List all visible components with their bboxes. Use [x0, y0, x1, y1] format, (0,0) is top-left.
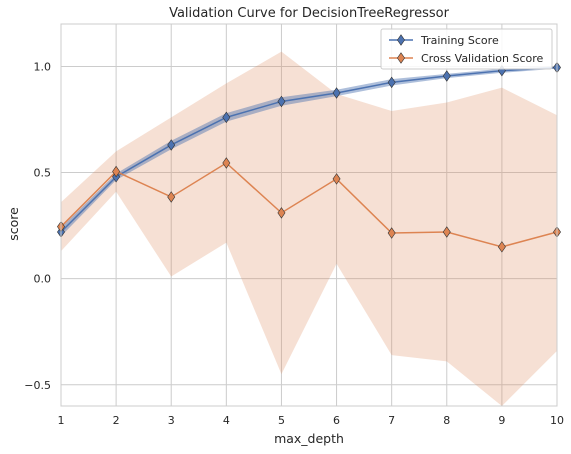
- legend-marker: [397, 52, 405, 64]
- cross-validation-score-line: [60, 162, 558, 248]
- x-tick-label: 5: [278, 414, 285, 427]
- x-tick-label: 6: [333, 414, 340, 427]
- cross-validation-score-point: [167, 191, 176, 203]
- cross-validation-score-point: [112, 165, 121, 178]
- x-tick-label: 2: [113, 414, 120, 427]
- training-score-line: [60, 66, 558, 233]
- x-tick-label: 3: [168, 414, 175, 427]
- legend-label: Cross Validation Score: [421, 52, 544, 65]
- training-score-point: [167, 139, 176, 151]
- cross-validation-score-point: [332, 173, 341, 185]
- training-score-point: [222, 111, 231, 124]
- x-tick-label: 1: [58, 414, 65, 427]
- cross-validation-score-point: [497, 241, 506, 253]
- legend-marker: [397, 34, 405, 46]
- training-score-point: [332, 87, 341, 99]
- axes: 1 2 3 4 5 6 7 8 9 10 −0.5 0.0 0.5 1.0: [24, 23, 564, 427]
- plot-frame: [60, 23, 558, 407]
- y-axis-title: score: [6, 207, 21, 241]
- legend-label: Training Score: [420, 34, 499, 47]
- training-score-point: [387, 76, 396, 89]
- y-tick-label: −0.5: [24, 379, 51, 392]
- legend: Training Score Cross Validation Score: [380, 28, 553, 70]
- x-tick-label: 9: [498, 414, 505, 427]
- x-tick-label: 10: [550, 414, 564, 427]
- y-tick-label: 1.0: [34, 60, 52, 73]
- chart-title: Validation Curve for DecisionTreeRegress…: [169, 6, 450, 21]
- score-bands: [61, 51, 557, 406]
- training-score-point: [442, 70, 451, 82]
- x-tick-label: 4: [223, 414, 230, 427]
- cross-validation-band: [61, 51, 557, 406]
- x-tick-label: 7: [388, 414, 395, 427]
- y-tick-label: 0.0: [34, 273, 52, 286]
- cross-validation-score-point: [442, 226, 451, 238]
- x-axis-title: max_depth: [274, 431, 344, 446]
- legend-box: [380, 28, 553, 70]
- cross-validation-score-point: [277, 207, 286, 219]
- y-tick-label: 0.5: [34, 167, 52, 180]
- training-score-point: [277, 95, 286, 108]
- cross-validation-score-point: [387, 227, 396, 239]
- cross-validation-score-point: [222, 157, 231, 169]
- x-tick-label: 8: [443, 414, 450, 427]
- score-lines: [60, 66, 558, 248]
